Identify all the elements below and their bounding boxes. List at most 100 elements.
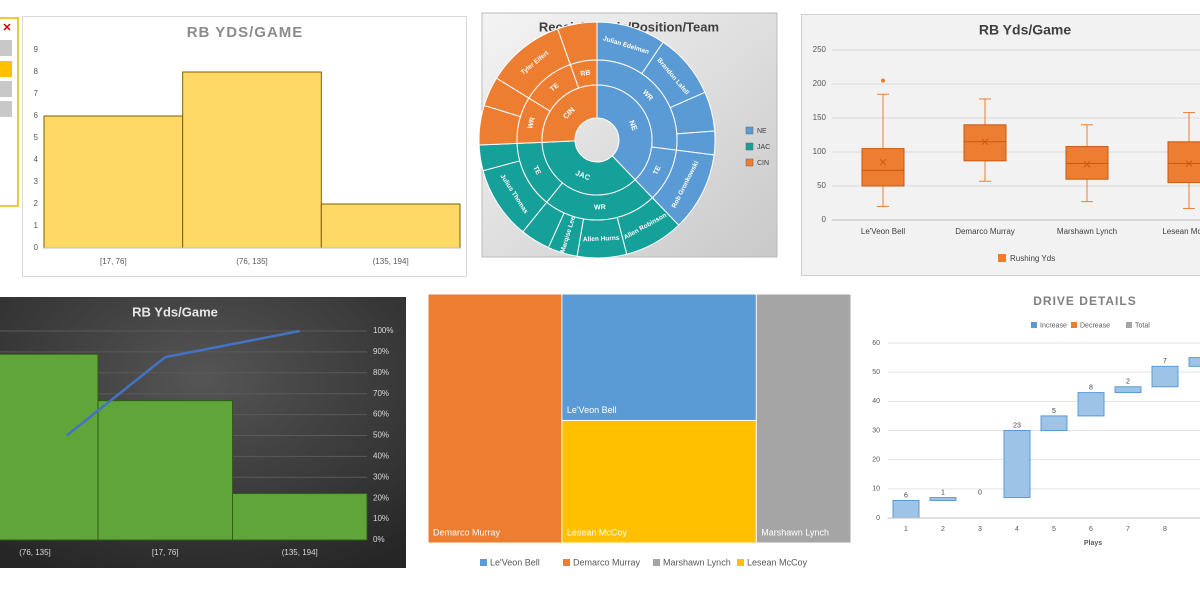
x-tick-label: 8 xyxy=(1163,526,1167,533)
y-tick-label: 0 xyxy=(822,215,827,224)
x-tick-label: 1 xyxy=(904,526,908,533)
outlier xyxy=(881,78,885,83)
team-segment xyxy=(596,84,653,181)
y-tick-label: 200 xyxy=(813,79,827,88)
y-tick-label: 4 xyxy=(34,155,39,164)
bar xyxy=(232,493,368,541)
treemap-tile xyxy=(562,294,756,420)
y2-tick-label: 80% xyxy=(373,368,389,377)
legend-label: Marshawn Lynch xyxy=(663,557,731,567)
legend-swatch xyxy=(653,559,660,566)
x-tick-label: 4 xyxy=(1015,526,1019,533)
segment-label: TE xyxy=(549,82,561,93)
value-label: 5 xyxy=(1052,408,1056,415)
x-tick-label: Marshawn Lynch xyxy=(1057,227,1117,236)
x-tick-label: 6 xyxy=(1089,526,1093,533)
x-tick-label: Lesean McCoy xyxy=(1162,227,1200,236)
legend-swatch xyxy=(1126,322,1132,328)
y-tick-label: 250 xyxy=(813,45,827,54)
value-label: 7 xyxy=(1163,358,1167,365)
legend-swatch xyxy=(1031,322,1037,328)
slicer-button[interactable] xyxy=(0,40,12,56)
y-tick-label: 40 xyxy=(872,398,880,405)
legend-swatch xyxy=(745,142,754,151)
chart-title: RB Yds/Game xyxy=(979,22,1072,38)
x-tick-label: [17, 76] xyxy=(100,257,127,266)
segment-label: TE xyxy=(531,165,541,176)
tile-label: Demarco Murray xyxy=(433,527,501,537)
x-tick-label: (76, 135] xyxy=(19,548,51,557)
x-tick-label: (135, 194] xyxy=(282,548,318,557)
value-label: 6 xyxy=(904,492,908,499)
pareto-chart: RB Yds/Game 0% 10% 20% 30% 40% 50% 60% 70% 80% 90%… xyxy=(0,297,406,568)
y-tick-label: 50 xyxy=(872,369,880,376)
slicer-button[interactable] xyxy=(0,81,12,97)
legend-swatch xyxy=(745,126,754,135)
value-label: 0 xyxy=(978,489,982,496)
clear-filter-icon[interactable] xyxy=(3,23,11,31)
x-tick-label: Demarco Murray xyxy=(955,227,1015,236)
treemap-tile xyxy=(756,294,851,543)
x-tick-label: (76, 135] xyxy=(236,257,268,266)
histogram-chart: RB YDS/GAME 0 1 2 3 4 5 6 7 8 9 [17, 76] (76, 135] (1… xyxy=(22,16,467,277)
x-tick-label: [17, 76] xyxy=(152,548,179,557)
x-tick-label: 2 xyxy=(941,526,945,533)
mean-marker xyxy=(981,138,989,146)
y2-tick-label: 0% xyxy=(373,535,385,544)
box-chart: RB Yds/Game 0 50 100 150 200 250 Le'Veon Bell De… xyxy=(801,14,1200,276)
legend-label: Le'Veon Bell xyxy=(490,557,540,567)
value-label: 23 xyxy=(1013,422,1021,429)
treemap-chart: Demarco Murray Le'Veon Bell Lesean McCoy Ma… xyxy=(428,294,851,567)
treemap-tile xyxy=(562,420,756,543)
x-tick-label: 5 xyxy=(1052,526,1056,533)
waterfall-bar xyxy=(1040,415,1068,431)
waterfall-bar xyxy=(1077,392,1105,417)
y-tick-label: 5 xyxy=(34,133,39,142)
waterfall-bar xyxy=(1188,357,1200,367)
value-label: 2 xyxy=(1126,379,1130,386)
y-tick-label: 6 xyxy=(34,111,39,120)
y2-tick-label: 40% xyxy=(373,452,389,461)
mean-marker xyxy=(1083,160,1091,168)
y-tick-label: 50 xyxy=(817,181,826,190)
chart-title: RB Yds/Game xyxy=(132,304,218,319)
box xyxy=(861,148,905,187)
y-tick-label: 20 xyxy=(872,457,880,464)
slicer-button[interactable] xyxy=(0,101,12,117)
team-segment xyxy=(541,84,598,143)
y-tick-label: 0 xyxy=(34,243,39,252)
value-label: 1 xyxy=(941,489,945,496)
y-tick-label: 0 xyxy=(876,515,880,522)
legend-label: Total xyxy=(1135,322,1150,329)
box xyxy=(1167,141,1200,184)
y2-tick-label: 60% xyxy=(373,410,389,419)
waterfall-bar xyxy=(1151,365,1179,388)
waterfall-bar xyxy=(1003,430,1031,499)
mean-marker xyxy=(879,158,887,166)
x-tick-label: Le'Veon Bell xyxy=(861,227,905,236)
y-tick-label: 3 xyxy=(34,177,39,186)
bar xyxy=(43,115,184,249)
legend-swatch xyxy=(1071,322,1077,328)
segment-label: NE xyxy=(627,119,639,132)
box xyxy=(1065,146,1109,180)
legend-label: Decrease xyxy=(1080,322,1110,329)
legend-swatch xyxy=(998,254,1006,262)
y2-tick-label: 70% xyxy=(373,389,389,398)
waterfall-bar xyxy=(929,497,957,502)
y-tick-label: 60 xyxy=(872,340,880,347)
cumulative-line xyxy=(65,329,300,437)
legend-label: Increase xyxy=(1040,322,1067,329)
box xyxy=(963,124,1007,162)
treemap-tile xyxy=(428,294,562,543)
y2-tick-label: 90% xyxy=(373,347,389,356)
y2-tick-label: 20% xyxy=(373,493,389,502)
x-axis-title: Plays xyxy=(1084,540,1102,547)
bar xyxy=(0,353,99,541)
value-label: 8 xyxy=(1089,384,1093,391)
slicer-button[interactable] xyxy=(0,61,12,77)
